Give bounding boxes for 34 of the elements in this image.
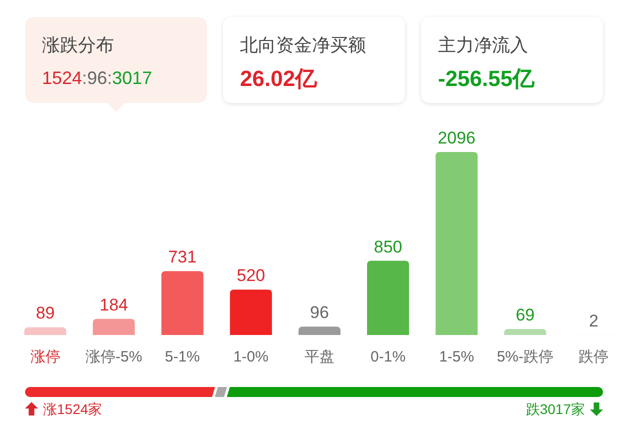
data-label: 850 bbox=[374, 237, 402, 256]
data-label: 2096 bbox=[438, 128, 476, 148]
data-label: 涨1524家 bbox=[43, 401, 102, 417]
x-tick-label: 5-1% bbox=[164, 348, 200, 366]
data-label: 184 bbox=[100, 295, 128, 314]
bar bbox=[298, 326, 340, 335]
x-tick-label: 涨停-5% bbox=[85, 348, 142, 366]
data-label: 跌3017家 bbox=[526, 401, 585, 417]
bar bbox=[230, 290, 272, 335]
data-label: 731 bbox=[168, 248, 197, 267]
text: 1524:96:3017 bbox=[42, 68, 152, 88]
bar bbox=[24, 327, 66, 335]
data-label: 69 bbox=[516, 305, 535, 324]
text: -256.55亿 bbox=[438, 66, 536, 90]
x-tick-label: 1-0% bbox=[233, 348, 268, 366]
data-label: 89 bbox=[36, 304, 55, 323]
bar bbox=[436, 152, 478, 335]
text: 主力净流入 bbox=[438, 35, 528, 55]
x-tick-label: 平盘 bbox=[304, 348, 334, 366]
bar bbox=[92, 318, 135, 335]
text: 26.02亿 bbox=[240, 66, 318, 90]
data-label: 96 bbox=[310, 303, 329, 322]
x-tick-label: 0-1% bbox=[370, 348, 406, 366]
x-tick-label: 5%-跌停 bbox=[496, 348, 554, 366]
text: 北向资金净买额 bbox=[240, 35, 366, 55]
bar bbox=[161, 271, 204, 335]
x-tick-label: 1-5% bbox=[439, 348, 474, 366]
x-tick-label: 跌停 bbox=[578, 348, 609, 366]
bar bbox=[367, 260, 410, 335]
text: 涨跌分布 bbox=[42, 35, 114, 55]
data-label: 520 bbox=[236, 266, 266, 286]
data-label: 2 bbox=[588, 311, 598, 330]
x-tick-label: 涨停 bbox=[30, 348, 60, 366]
bar bbox=[504, 328, 546, 335]
